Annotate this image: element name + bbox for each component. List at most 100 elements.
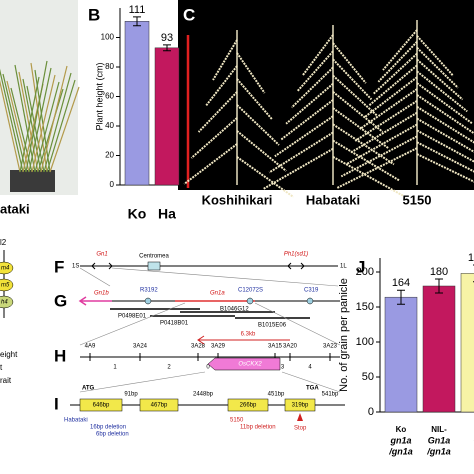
error-bar [133,16,141,27]
branch [363,76,418,119]
branch [416,105,474,144]
panel-label: C [183,5,195,24]
y-tick-label: 100 [356,336,374,348]
label: 11bp deletion [240,425,276,431]
fragment: t [0,363,3,372]
marker-label: 3A28 [191,344,206,350]
label: B1015E06 [258,323,287,329]
label: B1046G12 [220,307,249,313]
label: Ph1(sd1) [284,252,308,258]
branch [190,117,238,159]
branch [332,123,395,166]
x-tick-label: gn1a [389,435,411,445]
label: 6.3kb [241,332,256,338]
label: 91bp [124,392,138,398]
fragment: l2 [0,238,7,247]
x-tick-label: Ko [128,206,147,222]
panel-label: H [54,346,66,365]
y-tick-label: 60 [105,92,114,101]
branch [377,41,418,83]
label: Gn1b [94,291,109,297]
branch [332,42,367,84]
label: 467bp [151,403,168,409]
marker-label: 3A20 [283,344,298,350]
y-tick-label: 0 [110,180,115,189]
y-tick-label: 100 [101,33,115,42]
oval [0,278,14,292]
x-tick-label: /gn1a [388,446,413,456]
label: 6bp deletion [96,432,129,438]
fragment: m5 [1,283,10,289]
marker [246,297,254,305]
branch [268,131,334,174]
y-axis-label: Plant height (cm) [94,62,104,130]
y-axis-label: No. of grain per panicle [338,278,350,392]
marker-label: 3A29 [211,344,226,350]
stem [6,80,30,173]
stem [25,60,48,173]
plant [0,60,80,173]
recombinant-count: 2 [167,365,171,371]
error-bar [435,278,443,294]
stem [14,64,36,173]
branch [236,104,280,146]
distance-arrow [197,335,290,345]
exon [139,398,179,412]
exon [227,398,269,412]
branch [354,100,418,142]
label: P0418B01 [160,321,189,327]
branch [416,129,474,163]
branch [236,130,287,172]
label: OsCKX2 [238,362,262,368]
stem [30,62,48,173]
branch [236,156,294,198]
panel-label: G [54,291,67,310]
x-tick-label: Ha [158,206,176,222]
value-label: 164 [392,277,410,289]
label: Gn1a [210,291,225,297]
branch [350,111,418,154]
y-tick-label: 20 [105,151,114,160]
x-tick-label: Ko [396,425,407,434]
branch [212,39,238,81]
y-tick-label: 150 [356,301,374,313]
branch [416,47,459,89]
branch [285,82,334,125]
branch [332,58,373,101]
stem [34,81,60,173]
branch [373,52,418,95]
label: P0498E01 [118,314,147,320]
marker [144,297,152,305]
branch [205,65,238,107]
branch [416,141,474,173]
label: 451bp [268,392,285,398]
oval [0,295,14,309]
label: 541bp [322,392,339,398]
recombinant-count: 3 [281,365,285,371]
caption-c: Koshihikari [202,192,273,207]
branch [345,123,418,166]
stem [26,85,45,173]
zoom-line [111,267,339,287]
panel-label: J [356,257,365,276]
branch [332,107,389,149]
caption-c: Habataki [306,192,360,207]
bar [384,296,418,413]
bar [124,21,150,186]
branch [368,64,418,107]
caption-a: ataki [0,201,30,216]
label: TGA [306,386,319,392]
marker [306,297,314,305]
exon [79,398,123,412]
label: Stop [294,426,307,432]
panel-label: B [88,5,100,24]
branch [332,139,401,182]
label: 2448bp [193,392,214,398]
stop-marker [297,413,303,421]
value-label: 180 [430,266,448,278]
y-tick-label: 80 [105,62,114,71]
value-label: 93 [161,32,173,44]
branch [359,88,418,130]
error-bar [397,289,405,305]
stem [37,88,64,173]
